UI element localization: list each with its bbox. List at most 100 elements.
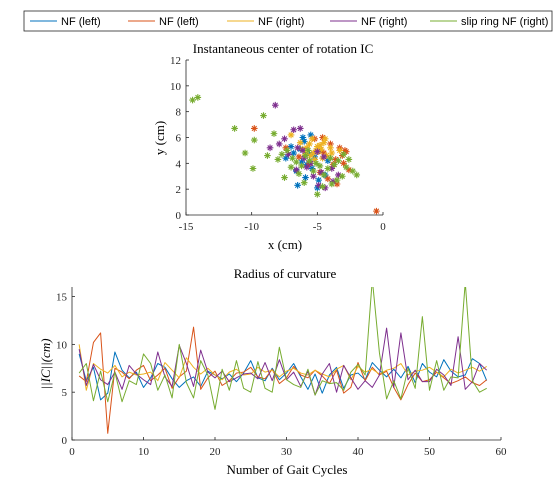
scatter-point (302, 152, 309, 159)
scatter-point (331, 161, 338, 168)
scatter-point (281, 174, 288, 181)
scatter-point (293, 158, 300, 166)
scatter-point (353, 171, 361, 179)
scatter-point (332, 156, 340, 163)
scatter-point (329, 178, 337, 185)
scatter-point (335, 171, 342, 179)
scatter-point (315, 176, 322, 184)
scatter-point (341, 147, 349, 154)
x-axis-label: x (cm) (268, 237, 302, 252)
scatter-point (293, 166, 300, 174)
scatter-point (194, 94, 202, 101)
scatter-point (319, 134, 326, 141)
scatter-point (303, 144, 311, 152)
scatter-marks (189, 94, 380, 215)
x-tick-label: 40 (353, 446, 365, 458)
scatter-point (264, 152, 271, 159)
scatter-point (324, 175, 332, 183)
scatter-point (306, 157, 313, 165)
scatter-point (310, 167, 317, 175)
legend: NF (left) NF (left) NF (right) NF (right… (23, 10, 553, 32)
radius-curvature-chart: Radius of curvature 0 10 20 30 40 50 60 0 5 10 15… (38, 266, 507, 477)
scatter-point (308, 135, 316, 143)
scatter-point (266, 144, 274, 152)
scatter-point (323, 152, 330, 159)
legend-entry: NF (left) (30, 16, 101, 28)
legend-label: NF (left) (159, 16, 199, 28)
y-tick-label: 12 (170, 55, 181, 67)
y-tick-label: 5 (62, 387, 68, 399)
x-axis-ticks: 0 10 20 30 40 50 60 (69, 437, 507, 458)
scatter-point (335, 157, 342, 165)
scatter-point (320, 153, 328, 161)
x-tick-label: 10 (138, 446, 150, 458)
scatter-point (296, 125, 304, 132)
scatter-point (320, 171, 328, 179)
y-tick-label: 2 (176, 184, 182, 196)
series-line (78, 287, 487, 410)
x-tick-label: 0 (380, 221, 386, 233)
x-tick-label: 0 (69, 446, 75, 458)
x-tick-label: 50 (424, 446, 436, 458)
scatter-point (287, 143, 295, 150)
scatter-point (317, 169, 325, 176)
scatter-point (278, 150, 286, 158)
scatter-point (294, 144, 301, 152)
scatter-point (299, 134, 307, 141)
scatter-point (312, 160, 320, 167)
scatter-point (321, 135, 329, 143)
scatter-point (320, 139, 328, 146)
x-tick-label: 20 (210, 446, 222, 458)
scatter-point (314, 143, 321, 150)
legend-label: NF (right) (258, 16, 304, 28)
scatter-point (290, 149, 297, 157)
y-tick-label: 4 (176, 158, 182, 170)
scatter-point (345, 166, 353, 174)
scatter-point (333, 180, 341, 188)
x-tick-label: 30 (281, 446, 293, 458)
series-line (78, 344, 487, 391)
scatter-point (270, 130, 278, 137)
scatter-point (315, 181, 322, 189)
legend-label: slip ring NF (right) (461, 16, 548, 28)
scatter-point (287, 163, 295, 171)
scatter-point (283, 147, 291, 154)
legend-entry: slip ring NF (right) (430, 16, 548, 28)
scatter-point (241, 149, 249, 157)
y-axis-label: y (cm) (152, 121, 167, 155)
scatter-point (311, 156, 319, 163)
line-marks (78, 287, 488, 434)
x-tick-label: -10 (244, 221, 259, 233)
scatter-point (295, 153, 303, 161)
scatter-point (289, 154, 296, 162)
scatter-point (290, 126, 297, 134)
scatter-point (274, 156, 282, 163)
x-axis-ticks: -15 -10 -5 0 (179, 212, 386, 233)
chart-title: Instantaneous center of rotation IC (193, 41, 374, 56)
scatter-point (333, 176, 341, 184)
scatter-point (307, 160, 315, 167)
scatter-point (324, 157, 332, 165)
scatter-point (314, 191, 321, 198)
scatter-point (324, 165, 332, 172)
scatter-point (281, 135, 288, 143)
scatter-point (300, 138, 308, 145)
scatter-point (345, 156, 353, 163)
scatter-point (287, 131, 295, 139)
scatter-point (349, 167, 357, 175)
y-tick-label: 8 (176, 107, 182, 119)
scatter-point (304, 147, 312, 154)
scatter-point (231, 125, 238, 132)
x-tick-label: -15 (179, 221, 194, 233)
y-tick-label: 10 (170, 81, 182, 93)
scatter-point (320, 149, 328, 157)
scatter-point (308, 165, 316, 172)
scatter-point (285, 150, 292, 158)
scatter-point (300, 179, 308, 187)
y-tick-label: 10 (56, 339, 68, 351)
chart-title: Radius of curvature (234, 266, 337, 281)
scatter-point (328, 180, 336, 188)
scatter-point (295, 170, 303, 177)
scatter-point (296, 139, 304, 146)
